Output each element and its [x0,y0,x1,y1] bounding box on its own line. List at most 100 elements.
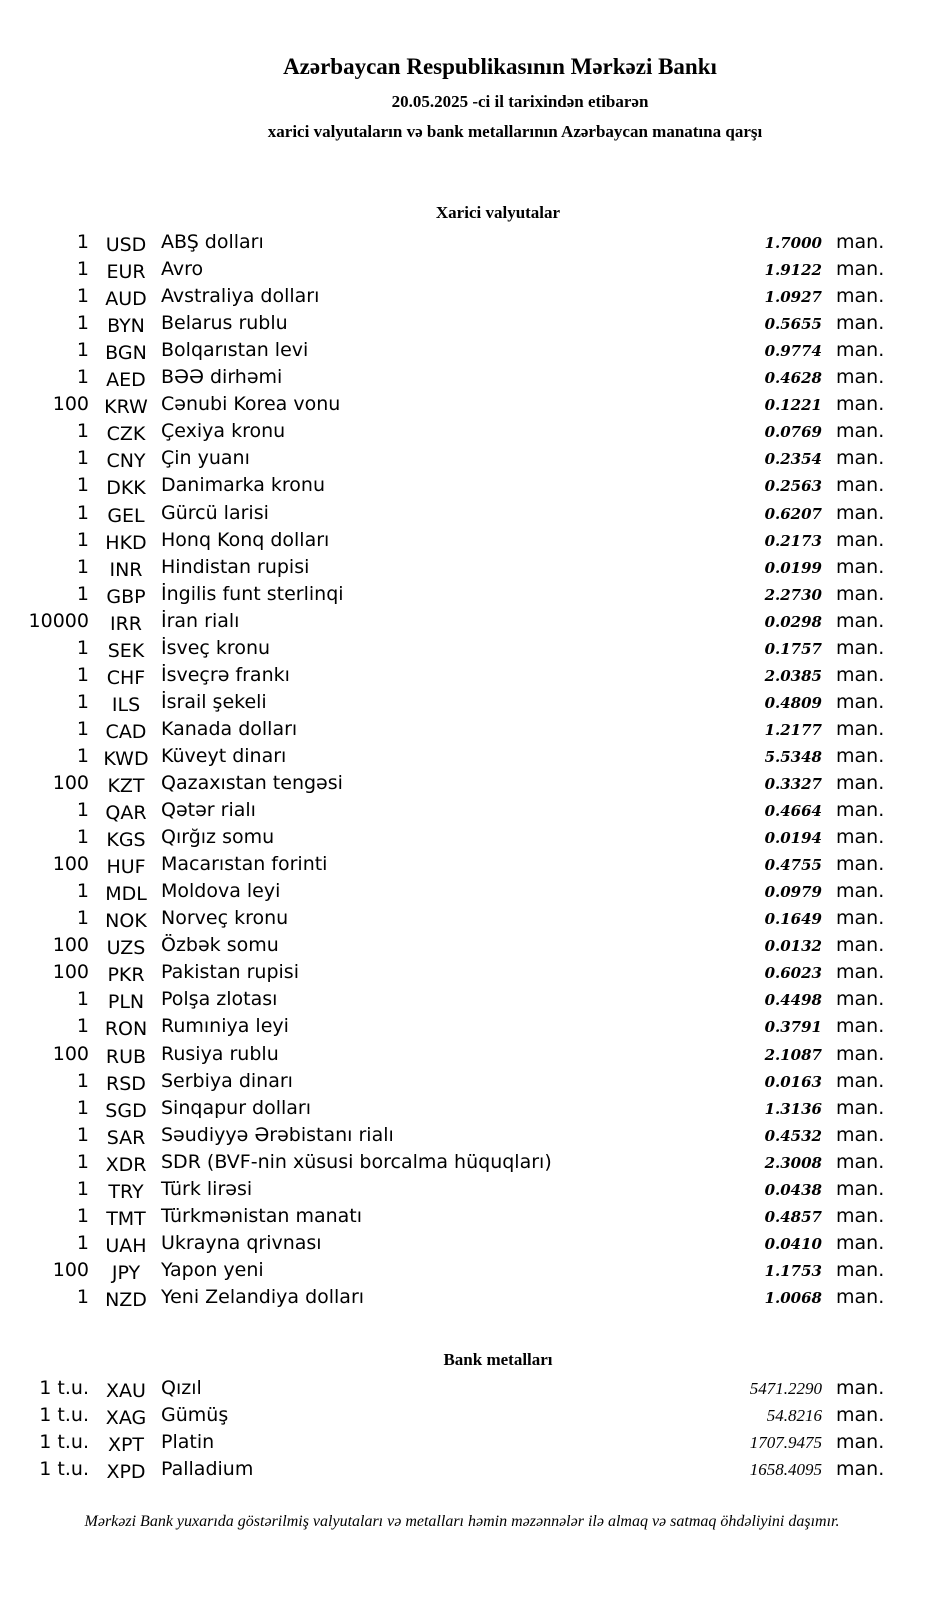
effective-date: 20.05.2025 -ci il tarixindən etibarən [391,92,649,111]
unit-label: man. [836,1404,885,1427]
nominal: 1 [76,1150,89,1173]
unit-label: man. [836,934,885,957]
exchange-rate: 0.1221 [764,396,822,415]
nominal: 1 [76,636,89,659]
unit-label: man. [836,285,885,308]
exchange-rate: 1.1753 [764,1261,822,1280]
metals-heading: Bank metalları [443,1350,553,1369]
nominal: 1 [76,339,89,362]
nominal: 1 [76,880,89,903]
unit-label: man. [836,1377,885,1399]
exchange-rate: 0.3791 [764,1018,822,1037]
currency-row: 1 RSD Serbiya dinarı 0.0163 man. [0,1070,951,1097]
disclaimer: Mərkəzi Bank yuxarıda göstərilmiş valyut… [84,1513,840,1530]
unit-label: man. [836,447,885,470]
nominal: 1 [76,1015,89,1038]
currency-row: 1 TMT Türkmənistan manatı 0.4857 man. [0,1205,951,1232]
nominal: 1 [76,717,89,740]
currency-name: Belarus rublu [161,312,288,335]
currency-code: JPY [111,1261,141,1284]
exchange-rate: 0.9774 [764,342,822,361]
nominal: 1 [76,231,89,253]
nominal: 1 [76,744,89,767]
currency-row: 1 QAR Qətər rialı 0.4664 man. [0,799,951,826]
nominal: 1 [76,447,89,470]
exchange-rate: 0.0199 [764,558,822,577]
currency-name: Cənubi Korea vonu [161,393,341,416]
currency-code: UZS [106,937,146,960]
currency-name: Özbək somu [161,934,279,957]
currency-name: SDR (BVF-nin xüsusi borcalma hüquqları) [161,1150,552,1173]
unit-label: man. [836,393,885,416]
unit-label: man. [836,528,885,551]
currency-row: 100 JPY Yapon yeni 1.1753 man. [0,1259,951,1286]
currency-row: 1 CHF İsveçrə frankı 2.0385 man. [0,664,951,691]
currency-code: HUF [106,856,146,879]
currency-row: 1 ILS İsrail şekeli 0.4809 man. [0,691,951,718]
exchange-rate: 0.4809 [764,693,822,712]
exchange-rate: 1.3136 [764,1099,822,1118]
currency-code: INR [109,558,143,581]
currencies-heading: Xarici valyutalar [435,203,561,222]
currency-name: Bolqarıstan levi [161,339,309,362]
unit-label: man. [836,1231,885,1254]
currency-row: 1 RON Rumıniya leyi 0.3791 man. [0,1015,951,1042]
currency-code: PLN [107,991,145,1014]
currency-code: SAR [106,1126,146,1149]
nominal: 1 [76,474,89,497]
currency-row: 1 SGD Sinqapur dolları 1.3136 man. [0,1097,951,1124]
exchange-rate: 2.1087 [764,1045,822,1064]
unit-label: man. [836,1458,885,1481]
currency-name: Türk lirəsi [161,1177,253,1200]
page-subtitle: xarici valyutaların və bank metallarının… [267,122,763,141]
unit-label: man. [836,1177,885,1200]
currency-row: 1 USD ABŞ dolları 1.7000 man. [0,231,951,258]
currency-row: 1 CAD Kanada dolları 1.2177 man. [0,718,951,745]
currency-code: UAH [105,1234,147,1257]
currency-code: PKR [107,964,145,987]
nominal: 1 [76,1069,89,1092]
unit-label: man. [836,690,885,713]
currency-code: XPT [107,1434,145,1457]
currency-row: 1 PLN Polşa zlotası 0.4498 man. [0,988,951,1015]
currency-code: KRW [104,396,148,419]
exchange-rate: 1.0927 [764,288,822,307]
exchange-rate: 2.3008 [764,1153,822,1172]
currency-name: Moldova leyi [161,880,281,903]
currency-row: 1 DKK Danimarka kronu 0.2563 man. [0,474,951,501]
nominal: 1 t.u. [39,1458,89,1481]
nominal: 1 [76,1096,89,1119]
currency-code: XPD [106,1461,146,1484]
unit-label: man. [836,609,885,632]
currency-row: 1 AED BƏƏ dirhəmi 0.4628 man. [0,366,951,393]
currency-code: ILS [111,693,141,716]
currency-name: Avro [161,258,204,281]
nominal: 10000 [28,609,89,632]
nominal: 1 [76,1204,89,1227]
nominal: 1 [76,420,89,443]
currency-name: Polşa zlotası [161,988,278,1011]
currency-code: EUR [106,261,146,284]
nominal: 1 [76,366,89,389]
exchange-rate: 0.4755 [764,856,822,875]
nominal: 1 [76,799,89,822]
unit-label: man. [836,312,885,335]
nominal: 100 [52,1258,89,1281]
nominal: 1 [76,1123,89,1146]
exchange-rate: 0.1649 [764,910,822,929]
currency-row: 100 PKR Pakistan rupisi 0.6023 man. [0,961,951,988]
exchange-rate: 0.0163 [764,1072,822,1091]
currency-name: Yeni Zelandiya dolları [161,1285,365,1308]
exchange-rate: 0.6023 [764,964,822,983]
unit-label: man. [836,555,885,578]
exchange-rate: 0.0132 [764,937,822,956]
currency-row: 1 INR Hindistan rupisi 0.0199 man. [0,556,951,583]
unit-label: man. [836,501,885,524]
exchange-rate: 0.4498 [764,991,822,1010]
currency-row: 1 TRY Türk lirəsi 0.0438 man. [0,1178,951,1205]
currency-row: 100 HUF Macarıstan forinti 0.4755 man. [0,853,951,880]
currency-code: KWD [103,747,149,770]
nominal: 100 [52,772,89,794]
currency-code: NZD [105,1288,147,1311]
unit-label: man. [836,1258,885,1281]
